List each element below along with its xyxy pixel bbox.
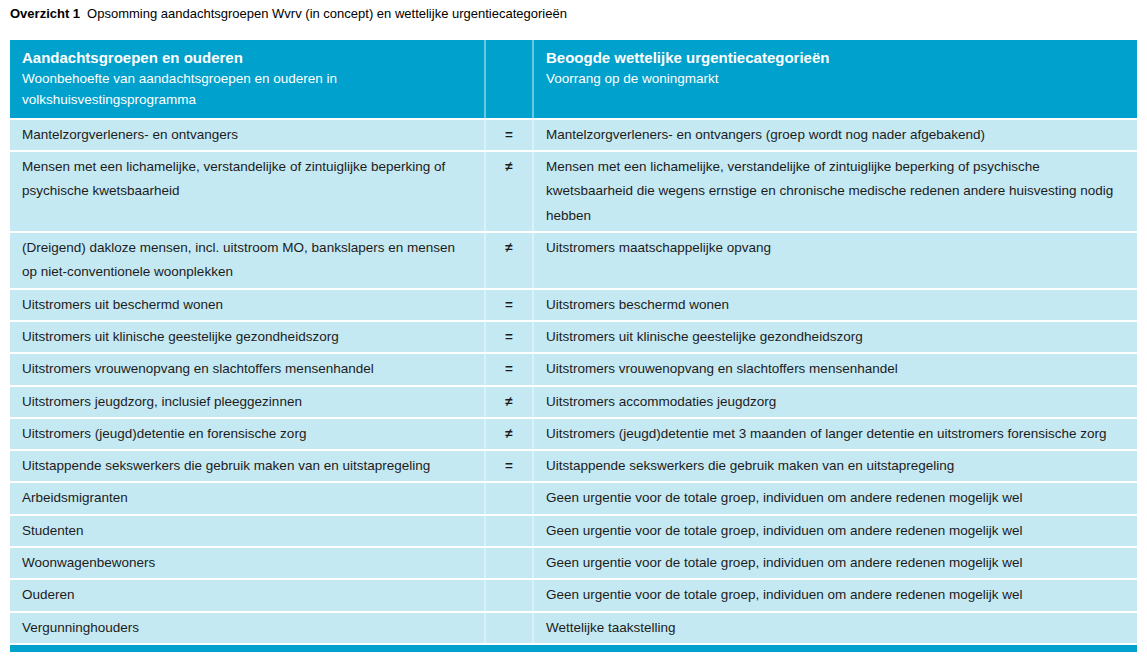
row-right-cell: Uitstappende sekswerkers die gebruik mak… [534, 451, 1137, 481]
row-right-cell: Uitstromers maatschappelijke opvang [534, 233, 1137, 288]
row-symbol-cell: = [486, 354, 532, 384]
row-symbol-cell [486, 613, 532, 643]
row-left-cell: (Dreigend) dakloze mensen, incl. uitstro… [10, 233, 484, 288]
header-left-title: Aandachtsgroepen en ouderen [22, 47, 472, 70]
row-symbol-cell [486, 548, 532, 578]
header-left-cell: Aandachtsgroepen en ouderen Woonbehoefte… [10, 40, 484, 118]
row-symbol-cell: ≠ [486, 152, 532, 231]
row-left-cell: Vergunninghouders [10, 613, 484, 643]
row-right-cell: Mensen met een lichamelijke, verstandeli… [534, 152, 1137, 231]
table-row: Uitstromers jeugdzorg, inclusief pleegge… [10, 387, 1137, 417]
table-row: Uitstromers uit beschermd wonen = Uitstr… [10, 290, 1137, 320]
table-row: Uitstromers (jeugd)detentie en forensisc… [10, 419, 1137, 449]
row-right-cell: Wettelijke taakstelling [534, 613, 1137, 643]
table-header-row: Aandachtsgroepen en ouderen Woonbehoefte… [10, 40, 1137, 118]
row-symbol-cell [486, 516, 532, 546]
row-right-cell: Geen urgentie voor de totale groep, indi… [534, 516, 1137, 546]
row-left-cell: Woonwagenbewoners [10, 548, 484, 578]
table-row: Uitstromers uit klinische geestelijke ge… [10, 322, 1137, 352]
row-right-cell: Uitstromers (jeugd)detentie met 3 maande… [534, 419, 1137, 449]
table-row: (Dreigend) dakloze mensen, incl. uitstro… [10, 233, 1137, 288]
table-row: Uitstappende sekswerkers die gebruik mak… [10, 451, 1137, 481]
row-symbol-cell [486, 483, 532, 513]
header-right-subtitle: Voorrang op de woningmarkt [546, 69, 1125, 89]
row-symbol-cell: = [486, 120, 532, 150]
caption-text: Opsomming aandachtsgroepen Wvrv (in conc… [87, 6, 567, 21]
row-right-cell: Uitstromers beschermd wonen [534, 290, 1137, 320]
table-caption: Overzicht 1 Opsomming aandachtsgroepen Wv… [10, 6, 1147, 23]
table-row: Studenten Geen urgentie voor de totale g… [10, 516, 1137, 546]
row-symbol-cell [486, 580, 532, 610]
row-left-cell: Mantelzorgverleners- en ontvangers [10, 120, 484, 150]
header-right-title: Beoogde wettelijke urgentiecategorieën [546, 47, 1125, 70]
row-right-cell: Uitstromers vrouwenopvang en slachtoffer… [534, 354, 1137, 384]
row-right-cell: Uitstromers uit klinische geestelijke ge… [534, 322, 1137, 352]
row-left-cell: Uitstromers (jeugd)detentie en forensisc… [10, 419, 484, 449]
row-symbol-cell: = [486, 451, 532, 481]
row-symbol-cell: ≠ [486, 387, 532, 417]
row-right-cell: Geen urgentie voor de totale groep, indi… [534, 580, 1137, 610]
row-symbol-cell: = [486, 322, 532, 352]
table-row: Mensen met een lichamelijke, verstandeli… [10, 152, 1137, 231]
header-symbol-cell [486, 40, 532, 118]
table-bottom-border [10, 645, 1137, 652]
caption-label: Overzicht 1 [10, 6, 80, 21]
table-row: Mantelzorgverleners- en ontvangers = Man… [10, 120, 1137, 150]
table-row: Vergunninghouders Wettelijke taakstellin… [10, 613, 1137, 643]
row-left-cell: Uitstromers jeugdzorg, inclusief pleegge… [10, 387, 484, 417]
row-right-cell: Mantelzorgverleners- en ontvangers (groe… [534, 120, 1137, 150]
row-left-cell: Studenten [10, 516, 484, 546]
row-left-cell: Uitstromers uit klinische geestelijke ge… [10, 322, 484, 352]
row-left-cell: Uitstromers vrouwenopvang en slachtoffer… [10, 354, 484, 384]
table-row: Woonwagenbewoners Geen urgentie voor de … [10, 548, 1137, 578]
row-symbol-cell: ≠ [486, 233, 532, 288]
header-left-subtitle: Woonbehoefte van aandachtsgroepen en oud… [22, 69, 472, 110]
row-left-cell: Uitstromers uit beschermd wonen [10, 290, 484, 320]
comparison-table: Aandachtsgroepen en ouderen Woonbehoefte… [10, 40, 1137, 652]
row-left-cell: Mensen met een lichamelijke, verstandeli… [10, 152, 484, 231]
table-row: Arbeidsmigranten Geen urgentie voor de t… [10, 483, 1137, 513]
header-right-cell: Beoogde wettelijke urgentiecategorieën V… [534, 40, 1137, 118]
table-row: Ouderen Geen urgentie voor de totale gro… [10, 580, 1137, 610]
row-right-cell: Uitstromers accommodaties jeugdzorg [534, 387, 1137, 417]
row-left-cell: Ouderen [10, 580, 484, 610]
row-left-cell: Uitstappende sekswerkers die gebruik mak… [10, 451, 484, 481]
table-row: Uitstromers vrouwenopvang en slachtoffer… [10, 354, 1137, 384]
row-right-cell: Geen urgentie voor de totale groep, indi… [534, 483, 1137, 513]
row-symbol-cell: ≠ [486, 419, 532, 449]
row-right-cell: Geen urgentie voor de totale groep, indi… [534, 548, 1137, 578]
row-left-cell: Arbeidsmigranten [10, 483, 484, 513]
row-symbol-cell: = [486, 290, 532, 320]
